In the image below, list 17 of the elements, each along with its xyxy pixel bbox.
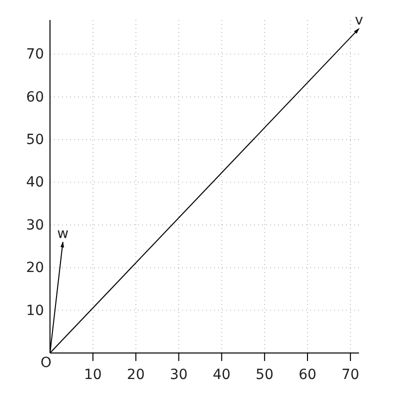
y-tick-label: 10 — [26, 302, 44, 319]
series-label: w — [57, 226, 69, 242]
y-tick-label: 40 — [26, 174, 44, 191]
x-tick-label: 70 — [342, 366, 360, 383]
series-label: v — [354, 12, 364, 29]
y-tick-label: 70 — [26, 46, 44, 63]
y-tick-label: 60 — [26, 89, 44, 106]
x-tick-label: 40 — [212, 366, 231, 383]
x-tick-label: 50 — [256, 366, 274, 383]
x-tick-label: 20 — [126, 366, 145, 383]
x-tick-label: 10 — [84, 366, 102, 383]
annotation: O — [40, 355, 52, 371]
y-tick-label: 30 — [26, 217, 44, 234]
x-tick-label: 30 — [170, 366, 188, 383]
x-tick-label: 60 — [298, 366, 316, 383]
y-tick-label: 20 — [26, 260, 44, 276]
y-tick-label: 50 — [26, 132, 44, 148]
